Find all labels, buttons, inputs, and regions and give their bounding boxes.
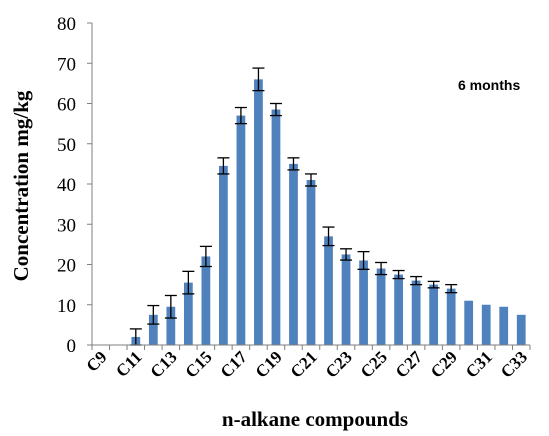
bar — [183, 282, 193, 345]
y-tick-label: 70 — [57, 54, 76, 75]
bar — [306, 179, 316, 345]
y-tick-label: 0 — [67, 336, 77, 357]
y-tick-label: 30 — [57, 215, 76, 236]
bar — [219, 165, 228, 345]
bar — [236, 115, 246, 345]
y-axis-ticks: 0 10 20 30 40 50 60 70 80 — [57, 14, 92, 357]
bar — [394, 274, 403, 345]
error-bar — [410, 275, 423, 286]
x-tick-label: C15 — [182, 347, 216, 381]
x-tick-label: C25 — [357, 347, 391, 381]
y-tick-label: 40 — [57, 175, 76, 196]
error-bar — [375, 261, 388, 276]
error-bar — [147, 304, 160, 325]
y-axis-title: Concentration mg/kg — [9, 90, 33, 281]
error-bar — [445, 283, 458, 294]
x-tick-label: C29 — [427, 347, 461, 381]
y-tick-label: 10 — [57, 296, 76, 317]
error-bar — [357, 250, 370, 270]
y-tick-label: 80 — [57, 14, 76, 35]
error-bar — [287, 157, 300, 171]
error-bar — [392, 269, 405, 280]
bar — [148, 314, 158, 345]
x-tick-label: C27 — [392, 347, 426, 381]
error-bar — [234, 106, 247, 125]
bar — [271, 109, 281, 345]
y-tick-label: 50 — [57, 135, 76, 156]
error-bar — [182, 270, 195, 295]
bar — [324, 236, 333, 345]
error-bar — [269, 102, 282, 117]
error-bar — [322, 226, 335, 247]
error-bar — [199, 245, 212, 268]
error-bar — [252, 67, 265, 92]
error-bar — [340, 248, 353, 261]
bar — [446, 288, 456, 345]
x-tick-label: C19 — [252, 347, 286, 381]
bar — [289, 163, 298, 345]
bar — [166, 306, 176, 345]
error-bar — [427, 280, 440, 289]
x-tick-label: C9 — [82, 347, 110, 375]
bar — [481, 304, 491, 345]
bar — [359, 260, 368, 345]
bar — [254, 79, 263, 345]
bar — [411, 280, 421, 345]
x-tick-label: C23 — [322, 347, 356, 381]
y-tick-label: 60 — [57, 95, 76, 116]
x-tick-label: C33 — [497, 347, 531, 381]
x-axis-ticks: C9 C11 C13 C15 C17 C19 C21 C23 C25 C27 C29 C31 C33 — [82, 345, 531, 382]
error-bar — [164, 294, 177, 319]
x-tick-label: C31 — [462, 347, 496, 381]
x-tick-label: C21 — [287, 347, 321, 381]
x-tick-label: C17 — [217, 347, 251, 381]
y-tick-label: 20 — [57, 256, 76, 277]
x-axis-title: n-alkane compounds — [222, 407, 408, 431]
bar — [341, 254, 351, 345]
bar — [201, 256, 211, 345]
bar — [516, 314, 526, 345]
bars-group — [131, 79, 526, 345]
error-bar — [305, 173, 317, 187]
x-tick-label: C13 — [147, 347, 181, 381]
bar — [376, 268, 386, 345]
bar — [499, 306, 509, 345]
error-bar — [217, 157, 230, 175]
bar — [464, 300, 474, 345]
x-tick-label: C11 — [112, 347, 145, 380]
annotation-label: 6 months — [458, 77, 520, 93]
bar — [429, 284, 439, 345]
